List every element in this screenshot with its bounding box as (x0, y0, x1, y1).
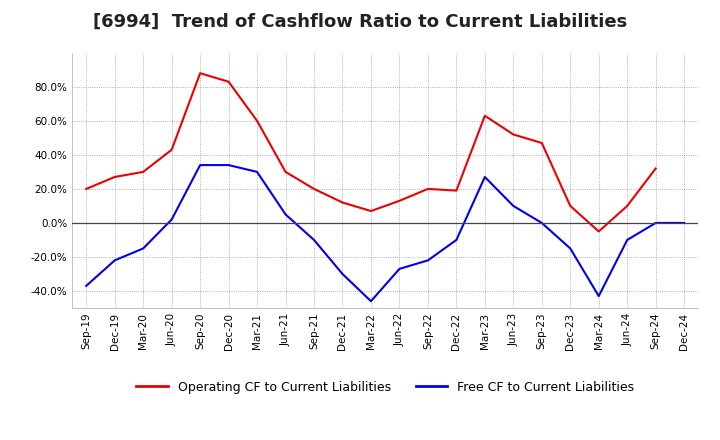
Operating CF to Current Liabilities (225, 79, 233, 84)
Free CF to Current Liabilities (310, 237, 318, 242)
Free CF to Current Liabilities (452, 237, 461, 242)
Operating CF to Current Liabilities (110, 174, 119, 180)
Operating CF to Current Liabilities (253, 118, 261, 124)
Operating CF to Current Liabilities (139, 169, 148, 175)
Free CF to Current Liabilities (225, 162, 233, 168)
Free CF to Current Liabilities (253, 169, 261, 175)
Operating CF to Current Liabilities (509, 132, 518, 137)
Operating CF to Current Liabilities (196, 70, 204, 76)
Operating CF to Current Liabilities (282, 169, 290, 175)
Operating CF to Current Liabilities (537, 140, 546, 146)
Free CF to Current Liabilities (139, 246, 148, 251)
Operating CF to Current Liabilities (595, 229, 603, 234)
Operating CF to Current Liabilities (167, 147, 176, 152)
Operating CF to Current Liabilities (395, 198, 404, 203)
Free CF to Current Liabilities (366, 299, 375, 304)
Line: Operating CF to Current Liabilities: Operating CF to Current Liabilities (86, 73, 656, 231)
Text: [6994]  Trend of Cashflow Ratio to Current Liabilities: [6994] Trend of Cashflow Ratio to Curren… (93, 13, 627, 31)
Operating CF to Current Liabilities (652, 166, 660, 171)
Operating CF to Current Liabilities (310, 186, 318, 191)
Free CF to Current Liabilities (167, 217, 176, 222)
Legend: Operating CF to Current Liabilities, Free CF to Current Liabilities: Operating CF to Current Liabilities, Fre… (131, 376, 639, 399)
Free CF to Current Liabilities (338, 271, 347, 277)
Free CF to Current Liabilities (395, 266, 404, 271)
Free CF to Current Liabilities (537, 220, 546, 226)
Free CF to Current Liabilities (282, 212, 290, 217)
Free CF to Current Liabilities (652, 220, 660, 226)
Free CF to Current Liabilities (110, 258, 119, 263)
Free CF to Current Liabilities (680, 220, 688, 226)
Free CF to Current Liabilities (82, 283, 91, 289)
Operating CF to Current Liabilities (566, 203, 575, 209)
Operating CF to Current Liabilities (452, 188, 461, 193)
Free CF to Current Liabilities (566, 246, 575, 251)
Operating CF to Current Liabilities (423, 186, 432, 191)
Operating CF to Current Liabilities (338, 200, 347, 205)
Line: Free CF to Current Liabilities: Free CF to Current Liabilities (86, 165, 684, 301)
Free CF to Current Liabilities (423, 258, 432, 263)
Free CF to Current Liabilities (196, 162, 204, 168)
Operating CF to Current Liabilities (82, 186, 91, 191)
Free CF to Current Liabilities (509, 203, 518, 209)
Operating CF to Current Liabilities (366, 209, 375, 214)
Operating CF to Current Liabilities (623, 203, 631, 209)
Operating CF to Current Liabilities (480, 113, 489, 118)
Free CF to Current Liabilities (595, 293, 603, 299)
Free CF to Current Liabilities (480, 174, 489, 180)
Free CF to Current Liabilities (623, 237, 631, 242)
